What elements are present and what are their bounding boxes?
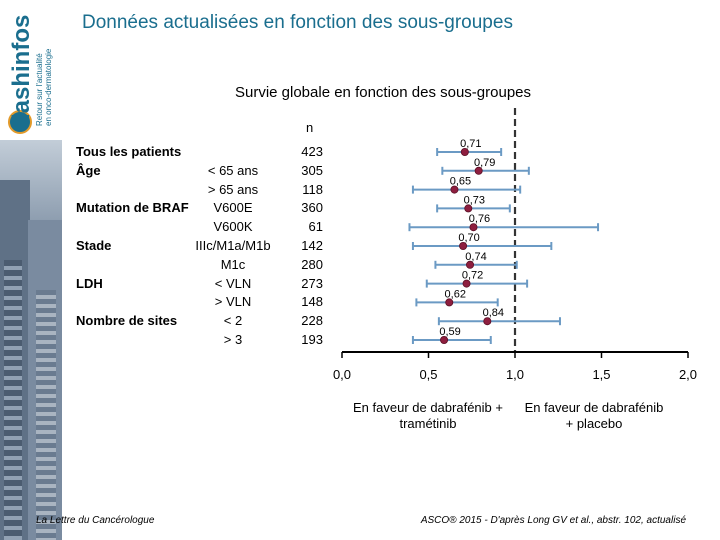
group-label: Âge: [76, 162, 101, 178]
hr-point: [440, 335, 449, 344]
n-value: 273: [301, 275, 323, 291]
subgroup-label: < 2: [223, 313, 243, 329]
x-tick-label: 2,0: [679, 367, 697, 382]
hr-point: [466, 260, 475, 269]
subgroup-label: < 65 ans: [207, 162, 259, 178]
n-column-header: n: [306, 120, 314, 135]
hr-point: [445, 298, 454, 307]
logo-icon: [8, 110, 32, 134]
group-label: Mutation de BRAF: [76, 200, 189, 216]
group-label: Tous les patients: [76, 144, 182, 159]
hr-label: 0,76: [469, 213, 490, 225]
hr-label: 0,79: [474, 157, 495, 169]
hr-label: 0,84: [483, 307, 504, 319]
n-value: 228: [301, 313, 323, 329]
hr-label: 0,59: [439, 326, 460, 338]
subgroup-label: > 3: [223, 332, 243, 347]
subgroup-label: < VLN: [214, 275, 252, 291]
hr-point: [459, 241, 468, 250]
hr-point: [464, 204, 473, 213]
n-value: 61: [308, 219, 323, 235]
n-value: 360: [301, 200, 323, 216]
n-value: 423: [301, 144, 323, 159]
subgroup-label: > 65 ans: [207, 181, 259, 197]
hr-point: [474, 166, 483, 175]
x-tick-label: 1,0: [506, 367, 524, 382]
hr-label: 0,72: [462, 270, 483, 282]
hr-point: [450, 185, 459, 194]
group-label: Nombre de sites: [76, 313, 178, 329]
hr-point: [469, 223, 478, 232]
subgroup-label: > VLN: [214, 294, 252, 310]
favor-left-label: En faveur de dabrafénib + tramétinib: [353, 400, 503, 431]
subgroup-label: M1c: [220, 256, 246, 272]
hr-label: 0,71: [460, 138, 481, 150]
x-tick-label: 0,5: [419, 367, 437, 382]
footer-source: La Lettre du Cancérologue: [36, 515, 155, 526]
hr-point: [462, 279, 471, 288]
group-label: LDH: [76, 275, 103, 291]
hr-label: 0,74: [465, 251, 486, 263]
footer-reference: ASCO® 2015 - D'après Long GV et al., abs…: [420, 515, 686, 526]
hr-point: [460, 147, 469, 156]
hr-point: [483, 317, 492, 326]
subgroup-label: IIIc/M1a/M1b: [195, 238, 271, 253]
n-value: 142: [301, 238, 323, 253]
hr-label: 0,62: [445, 288, 466, 300]
subgroup-label: V600K: [213, 219, 253, 235]
n-value: 193: [301, 332, 323, 347]
hr-label: 0,73: [464, 194, 485, 206]
n-value: 148: [301, 294, 323, 310]
n-value: 118: [302, 181, 323, 197]
x-tick-label: 0,0: [333, 367, 351, 382]
building-image: [4, 260, 22, 540]
group-label: Stade: [76, 238, 112, 253]
sidebar-banner: flashinfos Retour sur l'actualité en onc…: [0, 0, 62, 540]
favor-right-label: En faveur de dabrafénib + placebo: [524, 400, 664, 431]
n-value: 305: [301, 162, 323, 178]
building-image: [36, 290, 56, 540]
subgroup-label: V600E: [213, 200, 253, 216]
hr-label: 0,70: [458, 232, 479, 244]
x-tick-label: 1,5: [592, 367, 610, 382]
hr-label: 0,65: [450, 176, 471, 188]
chart-title: Survie globale en fonction des sous-grou…: [234, 84, 532, 101]
page-title: Données actualisées en fonction des sous…: [82, 12, 513, 33]
n-value: 280: [301, 256, 323, 272]
